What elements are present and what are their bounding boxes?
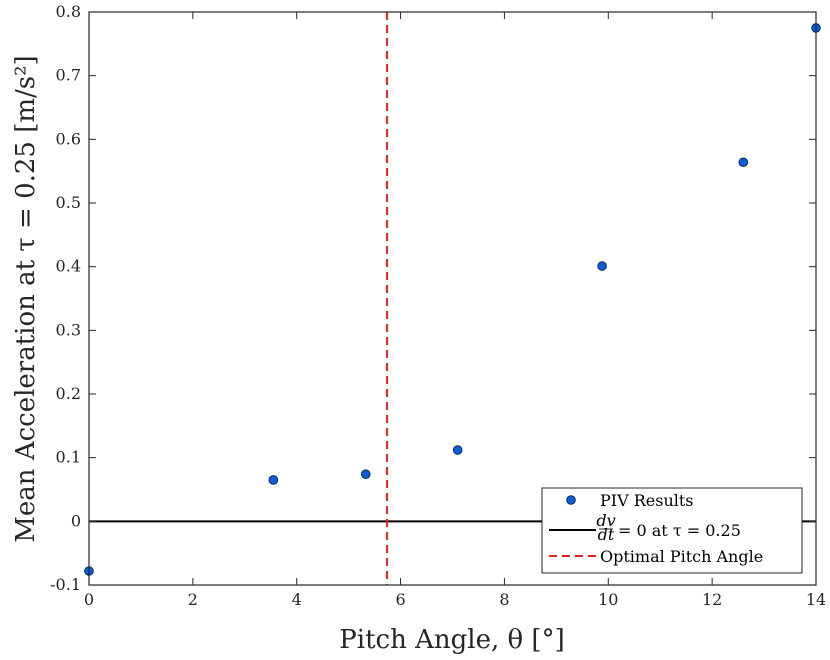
y-tick-label: 0.2 (56, 384, 81, 403)
legend-label-zero: = 0 at τ = 0.25 (618, 521, 741, 540)
y-tick-label: 0.8 (56, 2, 81, 21)
x-tick-label: 2 (188, 590, 198, 609)
y-tick-label: 0.4 (56, 257, 81, 276)
y-tick-label: 0.3 (56, 320, 81, 339)
y-tick-label: 0.6 (56, 129, 81, 148)
x-tick-label: 4 (292, 590, 302, 609)
data-point (597, 261, 607, 271)
data-point (360, 469, 371, 480)
legend-item-zero-line: dv dt = 0 at τ = 0.25 (549, 511, 741, 544)
legend-item-optimal-pitch: Optimal Pitch Angle (549, 547, 763, 566)
x-tick-label: 10 (598, 590, 618, 609)
x-tick-label: 6 (395, 590, 405, 609)
legend-item-piv-results: PIV Results (566, 491, 694, 510)
y-tick-label: 0.7 (56, 66, 81, 85)
y-tick-label: 0.5 (56, 193, 81, 212)
legend-label-optimal: Optimal Pitch Angle (600, 547, 763, 566)
data-point (738, 157, 749, 168)
plot-frame (88, 11, 817, 586)
x-tick-label: 8 (499, 590, 509, 609)
legend-label-piv: PIV Results (600, 491, 694, 510)
y-axis-ticks: -0.1 0 0.1 0.2 0.3 0.4 0.5 0.6 0.7 0.8 (50, 2, 816, 594)
legend-marker-piv (566, 495, 576, 505)
y-tick-label: -0.1 (50, 575, 81, 594)
legend: PIV Results dv dt = 0 at τ = 0.25 Optima… (541, 487, 803, 574)
x-tick-label: 12 (702, 590, 722, 609)
data-point (452, 445, 463, 455)
x-axis-label: Pitch Angle, θ [°] (339, 625, 564, 655)
x-tick-label: 0 (84, 590, 94, 609)
x-tick-label: 14 (806, 590, 826, 609)
legend-frac-numerator: dv (596, 511, 615, 530)
x-axis-ticks: 0 2 4 6 8 10 12 14 (84, 12, 826, 609)
legend-frac-denominator: dt (598, 525, 615, 544)
data-point (268, 475, 279, 485)
y-tick-label: 0 (71, 511, 81, 530)
y-tick-label: 0.1 (56, 448, 81, 467)
y-axis-label: Mean Acceleration at τ = 0.25 [m/s²] (11, 55, 41, 542)
